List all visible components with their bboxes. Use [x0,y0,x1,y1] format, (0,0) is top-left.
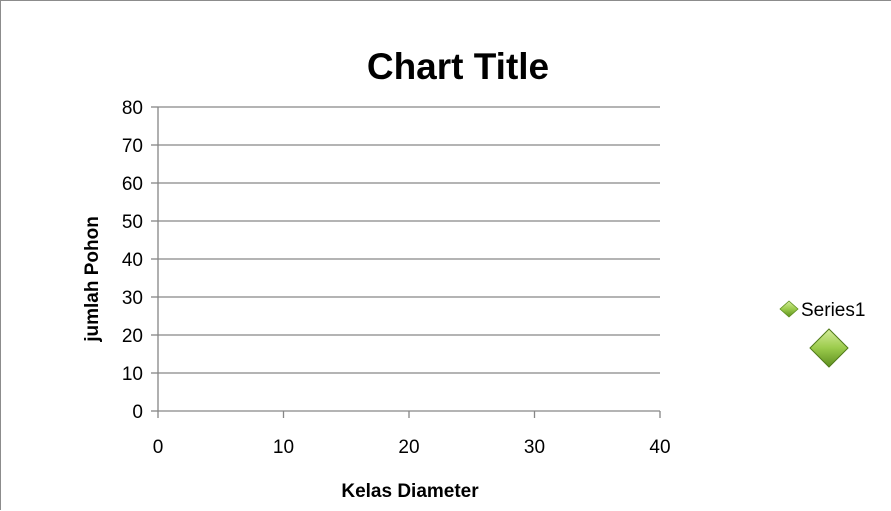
y-axis-title: jumlah Pohon [82,216,103,343]
legend-entry-series1: Series1 [801,300,865,321]
legend: Series1 [779,300,865,368]
x-tick-label-40: 40 [649,437,670,458]
y-tick-label-70: 70 [122,136,143,157]
x-tick-label-30: 30 [524,437,545,458]
y-tick-label-50: 50 [122,212,143,233]
x-tick-label-0: 0 [153,437,164,458]
legend-diamond-icon [779,300,799,318]
x-axis-title: Kelas Diameter [341,481,479,502]
y-tick-label-10: 10 [122,364,143,385]
x-tick-label-10: 10 [273,437,294,458]
x-tick-label-20: 20 [398,437,419,458]
y-tick-label-0: 0 [132,402,143,423]
y-tick-label-40: 40 [122,250,143,271]
axes [151,106,661,418]
legend-large-diamond-icon [809,328,849,368]
y-tick-label-20: 20 [122,326,143,347]
chart-title: Chart Title [367,46,549,87]
y-tick-label-60: 60 [122,174,143,195]
y-tick-label-30: 30 [122,288,143,309]
gridlines [158,106,660,374]
tick-labels: 0 10 20 30 40 50 60 70 80 0 10 20 30 40 [122,98,671,458]
y-tick-label-80: 80 [122,98,143,119]
